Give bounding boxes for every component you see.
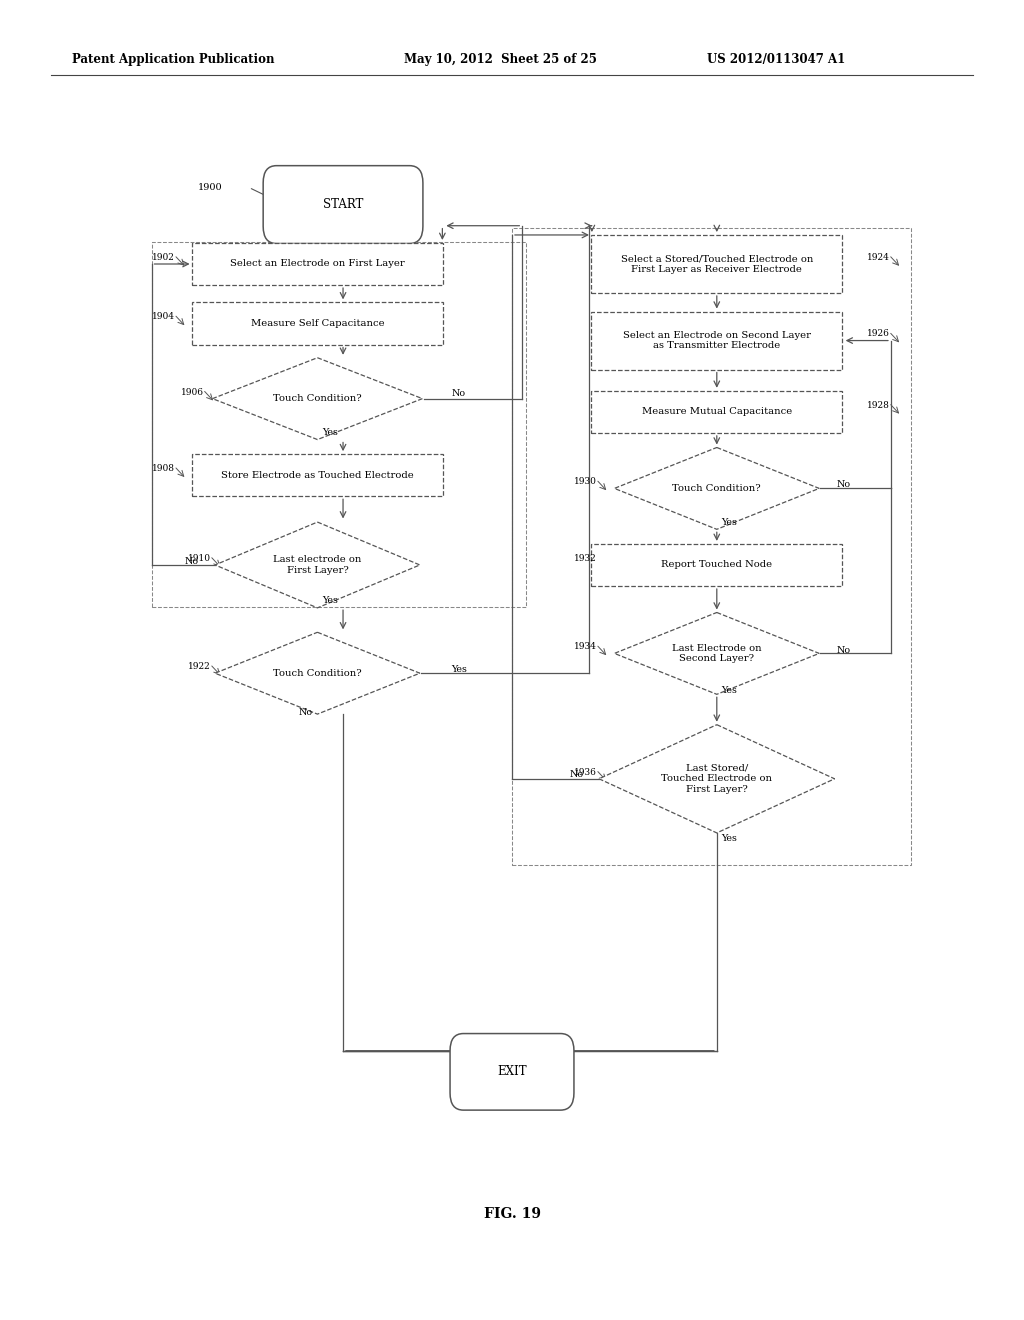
Text: US 2012/0113047 A1: US 2012/0113047 A1: [707, 53, 845, 66]
Bar: [591, 391, 842, 433]
FancyBboxPatch shape: [451, 1034, 573, 1110]
Text: Last Electrode on
Second Layer?: Last Electrode on Second Layer?: [672, 644, 762, 663]
Text: Report Touched Node: Report Touched Node: [662, 561, 772, 569]
Text: Yes: Yes: [721, 686, 737, 694]
Text: Last electrode on
First Layer?: Last electrode on First Layer?: [273, 556, 361, 574]
Text: 1922: 1922: [188, 663, 211, 671]
Text: 1900: 1900: [198, 183, 222, 191]
Text: No: No: [184, 557, 199, 565]
Text: 1936: 1936: [574, 768, 597, 776]
Text: Yes: Yes: [322, 429, 338, 437]
Text: No: No: [837, 647, 851, 655]
Text: EXIT: EXIT: [498, 1065, 526, 1078]
Bar: [591, 235, 842, 293]
Text: Select an Electrode on Second Layer
as Transmitter Electrode: Select an Electrode on Second Layer as T…: [623, 331, 811, 350]
Bar: [591, 312, 842, 370]
Text: Yes: Yes: [721, 519, 737, 527]
Text: FIG. 19: FIG. 19: [483, 1208, 541, 1221]
Text: Measure Mutual Capacitance: Measure Mutual Capacitance: [642, 408, 792, 416]
Polygon shape: [215, 632, 420, 714]
Text: Yes: Yes: [721, 834, 737, 842]
Text: 1930: 1930: [574, 478, 597, 486]
FancyBboxPatch shape: [263, 165, 423, 243]
Text: 1902: 1902: [153, 253, 175, 261]
Text: 1904: 1904: [153, 313, 175, 321]
Text: 1910: 1910: [188, 554, 211, 562]
Bar: [591, 544, 842, 586]
Bar: [193, 454, 442, 496]
Polygon shape: [614, 447, 819, 529]
Text: Yes: Yes: [451, 665, 467, 673]
Text: May 10, 2012  Sheet 25 of 25: May 10, 2012 Sheet 25 of 25: [404, 53, 597, 66]
Polygon shape: [599, 725, 835, 833]
Text: 1924: 1924: [867, 253, 890, 261]
Text: Last Stored/
Touched Electrode on
First Layer?: Last Stored/ Touched Electrode on First …: [662, 764, 772, 793]
Text: Select a Stored/Touched Electrode on
First Layer as Receiver Electrode: Select a Stored/Touched Electrode on Fir…: [621, 255, 813, 273]
Text: Measure Self Capacitance: Measure Self Capacitance: [251, 319, 384, 327]
Text: 1926: 1926: [867, 330, 890, 338]
Text: Touch Condition?: Touch Condition?: [673, 484, 761, 492]
Polygon shape: [215, 523, 420, 607]
Text: 1932: 1932: [574, 554, 597, 562]
Text: 1908: 1908: [153, 465, 175, 473]
Text: No: No: [569, 771, 584, 779]
Bar: [193, 243, 442, 285]
Text: Store Electrode as Touched Electrode: Store Electrode as Touched Electrode: [221, 471, 414, 479]
Text: Select an Electrode on First Layer: Select an Electrode on First Layer: [230, 260, 404, 268]
Polygon shape: [213, 358, 422, 440]
Text: Touch Condition?: Touch Condition?: [273, 669, 361, 677]
Text: 1934: 1934: [574, 643, 597, 651]
Text: 1928: 1928: [867, 401, 890, 409]
Text: No: No: [298, 709, 312, 717]
Text: Yes: Yes: [322, 597, 338, 605]
Text: No: No: [837, 480, 851, 488]
Bar: [512, 228, 911, 865]
Text: START: START: [323, 198, 364, 211]
Text: Touch Condition?: Touch Condition?: [273, 395, 361, 403]
Text: No: No: [452, 389, 466, 397]
Bar: [152, 242, 526, 607]
Polygon shape: [614, 612, 819, 694]
Text: Patent Application Publication: Patent Application Publication: [72, 53, 274, 66]
Bar: [193, 302, 442, 345]
Text: 1906: 1906: [181, 388, 204, 396]
